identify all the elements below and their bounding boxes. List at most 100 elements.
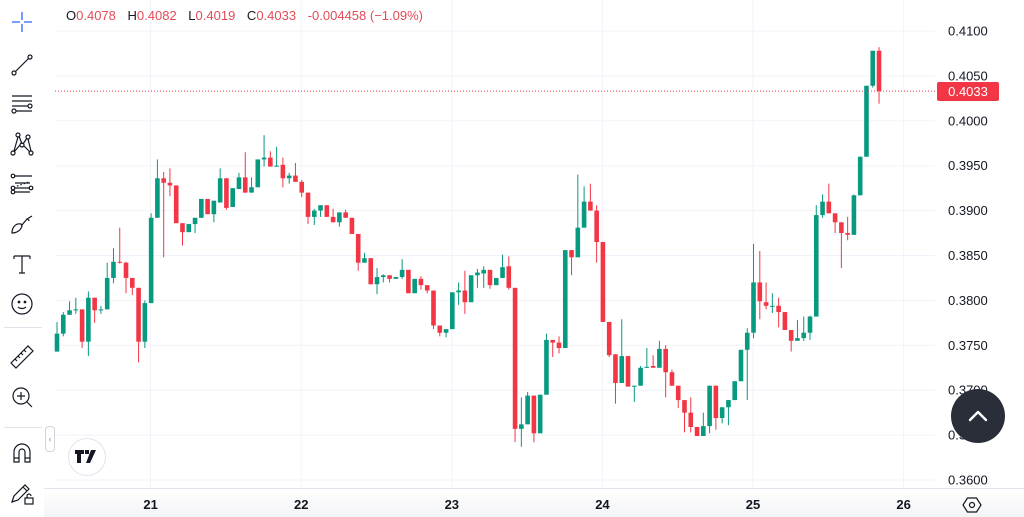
candle bbox=[268, 151, 273, 167]
candle-body bbox=[562, 250, 568, 348]
horizontal-lines-tool[interactable] bbox=[6, 88, 38, 120]
candle-body bbox=[299, 181, 305, 193]
candle-body bbox=[180, 223, 185, 233]
candle-body bbox=[782, 312, 788, 331]
candle bbox=[368, 258, 374, 285]
toolbar-divider bbox=[4, 327, 42, 328]
candle-body bbox=[431, 290, 436, 326]
candle bbox=[104, 262, 110, 310]
settings-hexagon-icon[interactable] bbox=[962, 495, 982, 515]
collapse-toolbar-button[interactable]: ‹ bbox=[45, 426, 55, 452]
lock-drawings-tool[interactable] bbox=[6, 477, 38, 509]
candle-body bbox=[500, 267, 505, 278]
candle bbox=[431, 290, 436, 330]
lock-drawings-icon bbox=[11, 484, 34, 505]
close-value: 0.4033 bbox=[256, 8, 297, 23]
candle-body bbox=[148, 217, 154, 304]
candle-body bbox=[826, 201, 832, 214]
candle bbox=[707, 385, 712, 434]
y-tick-label: 0.3600 bbox=[948, 473, 988, 488]
candle bbox=[324, 205, 330, 217]
candle-body bbox=[726, 400, 731, 408]
candle bbox=[751, 243, 756, 339]
pattern-tool[interactable] bbox=[6, 128, 38, 160]
candle-body bbox=[406, 269, 411, 294]
candle bbox=[682, 400, 687, 433]
y-tick-label: 0.4050 bbox=[948, 68, 988, 83]
candle bbox=[67, 301, 72, 315]
candle-body bbox=[54, 333, 60, 352]
fib-tool[interactable] bbox=[6, 168, 38, 200]
candle bbox=[242, 152, 248, 193]
candle-body bbox=[531, 395, 537, 434]
brush-icon bbox=[11, 215, 33, 234]
candle-body bbox=[657, 348, 662, 368]
candle bbox=[807, 315, 813, 340]
candle bbox=[851, 194, 857, 235]
candle-body bbox=[98, 309, 104, 311]
candle bbox=[261, 135, 267, 167]
candle-body bbox=[493, 277, 499, 286]
text-tool[interactable] bbox=[6, 248, 38, 280]
candle bbox=[776, 297, 781, 328]
ohlc-legend: O0.4078 H0.4082 L0.4019 C0.4033 -0.00445… bbox=[66, 8, 431, 23]
candle-body bbox=[839, 222, 844, 234]
text-icon bbox=[13, 255, 31, 274]
candle-body bbox=[337, 212, 342, 223]
crosshair-tool[interactable] bbox=[6, 6, 38, 38]
candle bbox=[719, 407, 725, 424]
candle bbox=[355, 233, 361, 271]
candle-body bbox=[581, 201, 587, 228]
candle-body bbox=[186, 224, 192, 233]
candle-body bbox=[468, 275, 474, 303]
low-label: L bbox=[188, 8, 196, 23]
candle bbox=[544, 333, 549, 395]
candle-body bbox=[757, 282, 763, 302]
candle bbox=[192, 217, 198, 234]
tradingview-logo[interactable] bbox=[68, 438, 106, 476]
magnet-tool[interactable] bbox=[6, 437, 38, 469]
candle bbox=[387, 275, 392, 283]
candle bbox=[60, 312, 66, 337]
candle-body bbox=[669, 372, 675, 386]
candle bbox=[249, 177, 254, 193]
price-axis[interactable]: 0.36000.36500.37000.37500.38000.38500.39… bbox=[948, 24, 988, 488]
zoom-in-tool[interactable] bbox=[6, 381, 38, 413]
candle-body bbox=[744, 332, 750, 350]
candle-body bbox=[305, 192, 311, 217]
candle-body bbox=[161, 178, 166, 183]
scroll-to-realtime-button[interactable] bbox=[951, 389, 1005, 443]
ruler-tool[interactable] bbox=[6, 341, 38, 373]
candle bbox=[274, 146, 279, 167]
candle-body bbox=[261, 157, 267, 160]
candle bbox=[650, 355, 656, 368]
y-tick-label: 0.3850 bbox=[948, 248, 988, 263]
candle-body bbox=[443, 329, 449, 333]
candles bbox=[54, 47, 882, 447]
candle bbox=[142, 300, 148, 348]
trend-line-tool[interactable] bbox=[6, 49, 38, 81]
candle bbox=[826, 183, 832, 214]
emoji-tool[interactable] bbox=[6, 288, 38, 320]
candle-body bbox=[199, 198, 204, 218]
candle bbox=[525, 391, 530, 425]
candle-body bbox=[732, 381, 737, 401]
candle-body bbox=[870, 50, 876, 86]
crosshair-icon bbox=[12, 12, 32, 32]
brush-tool[interactable] bbox=[6, 208, 38, 240]
candle-body bbox=[613, 354, 618, 384]
y-tick-label: 0.3900 bbox=[948, 203, 988, 218]
candle bbox=[311, 208, 317, 225]
zoom-in-icon bbox=[12, 387, 33, 408]
trend-line-icon bbox=[11, 54, 33, 76]
candle bbox=[726, 400, 731, 426]
candle-body bbox=[487, 269, 493, 286]
candle-body bbox=[851, 195, 857, 235]
candle-body bbox=[506, 266, 512, 288]
candle bbox=[744, 328, 750, 401]
candle bbox=[117, 227, 123, 264]
candle bbox=[763, 282, 769, 310]
time-axis-band[interactable] bbox=[44, 489, 1024, 517]
candle-body bbox=[832, 213, 838, 223]
